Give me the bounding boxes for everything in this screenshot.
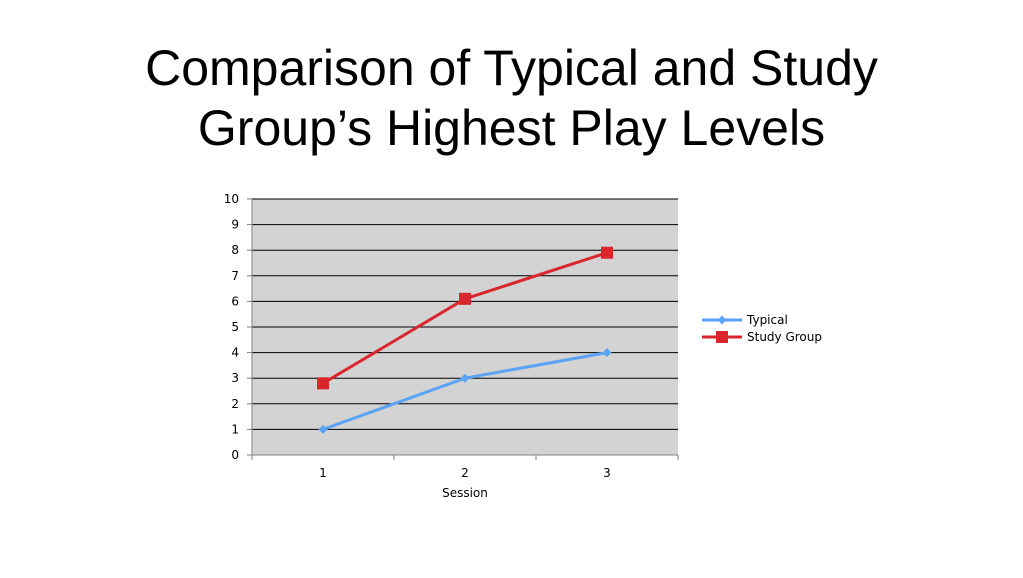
data-point-study-group [317, 377, 329, 390]
y-tick-label: 2 [231, 397, 239, 411]
x-tick-label: 3 [603, 466, 611, 480]
x-tick-label: 2 [461, 466, 469, 480]
y-tick-label: 9 [231, 218, 239, 232]
x-axis-label: Session [442, 486, 488, 500]
data-point-typical [318, 424, 328, 434]
x-tick-label: 1 [319, 466, 327, 480]
data-point-typical [460, 373, 470, 383]
series-study-group [317, 246, 613, 390]
slide-title: Comparison of Typical and Study Group’s … [0, 38, 1023, 158]
legend-marker-study-group [716, 331, 728, 343]
y-tick-label: 7 [231, 269, 239, 283]
y-tick-label: 0 [231, 448, 239, 462]
y-tick-label: 10 [224, 192, 239, 206]
legend-label-typical: Typical [746, 313, 788, 327]
x-axis-ticks: 1 2 3 [251, 455, 679, 480]
y-axis-ticks: 0 1 2 3 4 5 6 7 8 9 10 [224, 192, 252, 462]
legend-item-study-group: Study Group [702, 330, 822, 344]
data-point-study-group [601, 246, 613, 259]
legend-marker-typical [717, 315, 727, 325]
slide-title-line-2: Group’s Highest Play Levels [197, 100, 826, 156]
data-point-study-group [459, 292, 471, 305]
y-tick-label: 5 [231, 320, 239, 334]
legend: Typical Study Group [702, 313, 822, 344]
slide-title-line-1: Comparison of Typical and Study [145, 40, 878, 96]
series-layer [317, 246, 613, 434]
y-tick-label: 4 [231, 346, 239, 360]
y-tick-label: 6 [231, 294, 239, 308]
legend-item-typical: Typical [702, 313, 788, 327]
series-typical [318, 348, 612, 434]
data-point-typical [602, 348, 612, 358]
y-tick-label: 3 [231, 371, 239, 385]
legend-label-study-group: Study Group [747, 330, 822, 344]
y-tick-label: 1 [231, 422, 239, 436]
y-tick-label: 8 [231, 243, 239, 257]
